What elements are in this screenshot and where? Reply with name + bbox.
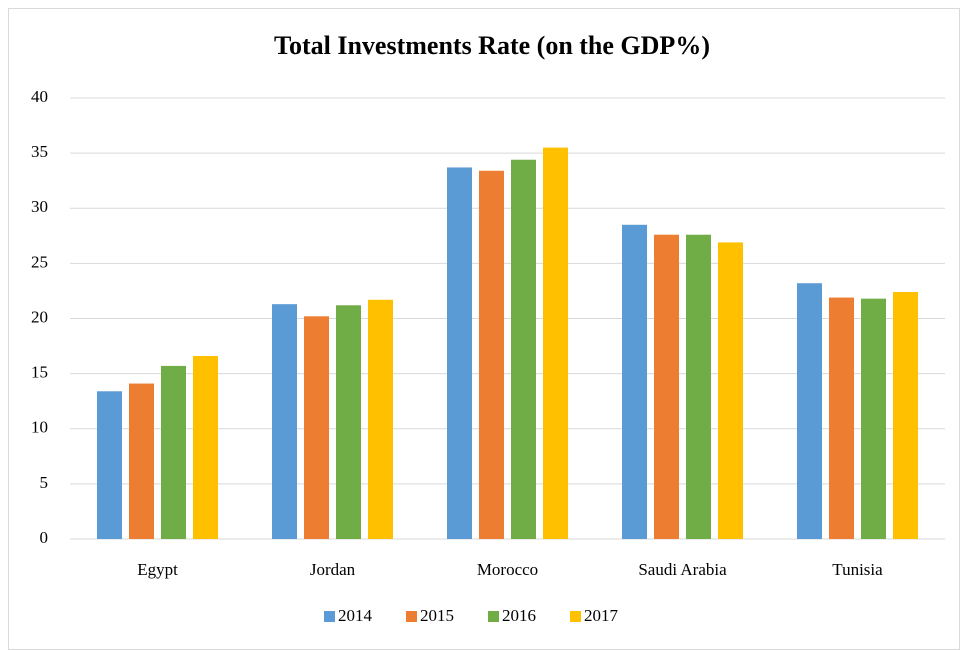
bar xyxy=(654,234,679,539)
bar xyxy=(272,304,297,539)
bar xyxy=(893,292,918,539)
legend-swatch xyxy=(406,611,417,622)
x-tick-label: Jordan xyxy=(310,560,356,579)
bar xyxy=(829,297,854,539)
y-tick-label: 5 xyxy=(40,473,49,492)
y-tick-label: 10 xyxy=(31,418,48,437)
x-tick-label: Morocco xyxy=(477,560,538,579)
bar xyxy=(543,147,568,540)
x-tick-label: Saudi Arabia xyxy=(638,560,727,579)
legend-swatch xyxy=(570,611,581,622)
legend-label: 2016 xyxy=(502,606,536,625)
bar xyxy=(304,316,329,539)
bar xyxy=(797,283,822,539)
bar xyxy=(861,298,886,539)
legend-label: 2015 xyxy=(420,606,454,625)
y-tick-label: 30 xyxy=(31,197,48,216)
y-tick-label: 20 xyxy=(31,307,48,326)
bar xyxy=(622,224,647,539)
legend-swatch xyxy=(488,611,499,622)
bar xyxy=(511,159,536,540)
x-tick-label: Tunisia xyxy=(832,560,883,579)
legend-swatch xyxy=(324,611,335,622)
y-tick-label: 40 xyxy=(31,87,48,106)
y-tick-label: 25 xyxy=(31,252,48,271)
y-tick-label: 15 xyxy=(31,363,48,382)
bar xyxy=(336,305,361,539)
y-tick-label: 0 xyxy=(40,528,49,547)
legend-label: 2017 xyxy=(584,606,619,625)
bar xyxy=(368,299,393,539)
bar xyxy=(686,234,711,539)
bar xyxy=(447,167,472,539)
y-tick-label: 35 xyxy=(31,142,48,161)
bar xyxy=(479,170,504,539)
bar xyxy=(193,355,218,539)
bar xyxy=(129,383,154,539)
bar xyxy=(97,391,122,539)
legend-label: 2014 xyxy=(338,606,373,625)
chart-title: Total Investments Rate (on the GDP%) xyxy=(274,31,710,60)
x-tick-label: Egypt xyxy=(137,560,178,579)
bar xyxy=(718,242,743,540)
bar xyxy=(161,365,186,539)
